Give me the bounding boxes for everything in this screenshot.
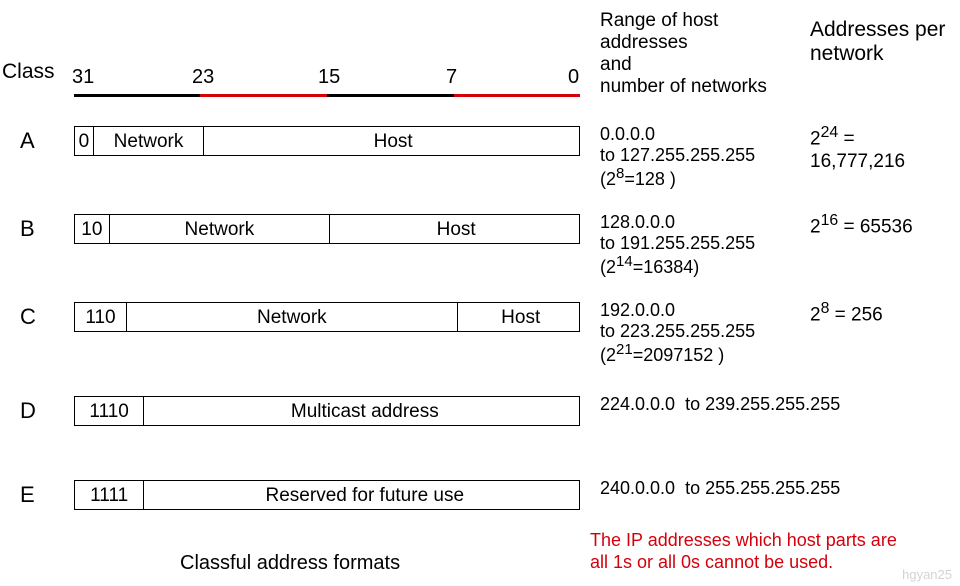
word-segment: Network — [127, 303, 458, 331]
address-word: 10NetworkHost — [74, 214, 580, 244]
class-letter: A — [20, 128, 35, 154]
bit-tick: 23 — [192, 66, 214, 89]
word-segment: Multicast address — [144, 397, 585, 425]
addresses-per-network: 224 =16,777,216 — [810, 124, 905, 174]
word-segment: 10 — [75, 215, 110, 243]
class-letter: B — [20, 216, 35, 242]
class-column-header: Class — [2, 60, 55, 84]
scale-segment — [454, 94, 580, 97]
range-text: 192.0.0.0to 223.255.255.255(221=2097152 … — [600, 300, 755, 366]
word-segment: 1110 — [75, 397, 144, 425]
bit-tick: 15 — [318, 66, 340, 89]
range-column-header: Range of hostaddressesandnumber of netwo… — [600, 10, 767, 97]
class-letter: E — [20, 482, 35, 508]
diagram-caption: Classful address formats — [180, 552, 400, 575]
word-segment: 1111 — [75, 481, 144, 509]
addresses-per-network: 216 = 65536 — [810, 212, 913, 239]
word-segment: Network — [94, 127, 204, 155]
addresses-column-header: Addresses pernetwork — [810, 18, 945, 66]
word-segment: Network — [110, 215, 331, 243]
address-word: 110NetworkHost — [74, 302, 580, 332]
watermark: hgyan25 — [902, 567, 952, 582]
address-word: 0NetworkHost — [74, 126, 580, 156]
classful-address-diagram: Class Range of hostaddressesandnumber of… — [0, 0, 960, 586]
range-text: 0.0.0.0to 127.255.255.255(28=128 ) — [600, 124, 755, 190]
address-word: 1111Reserved for future use — [74, 480, 580, 510]
footnote: The IP addresses which host parts areall… — [590, 530, 897, 573]
bit-tick: 0 — [568, 66, 579, 89]
range-text: 240.0.0.0 to 255.255.255.255 — [600, 478, 840, 499]
word-segment: Host — [330, 215, 582, 243]
scale-segment — [327, 94, 454, 97]
bit-scale: 31 23 15 7 0 — [74, 66, 580, 100]
scale-segment — [74, 94, 200, 97]
bit-tick: 7 — [446, 66, 457, 89]
bit-tick: 31 — [72, 66, 94, 89]
word-segment: Host — [204, 127, 582, 155]
word-segment: 110 — [75, 303, 127, 331]
word-segment: Host — [458, 303, 584, 331]
address-word: 1110Multicast address — [74, 396, 580, 426]
range-text: 128.0.0.0to 191.255.255.255(214=16384) — [600, 212, 755, 278]
scale-segment — [200, 94, 327, 97]
class-letter: D — [20, 398, 36, 424]
word-segment: 0 — [75, 127, 94, 155]
addresses-per-network: 28 = 256 — [810, 300, 883, 327]
class-letter: C — [20, 304, 36, 330]
range-text: 224.0.0.0 to 239.255.255.255 — [600, 394, 840, 415]
word-segment: Reserved for future use — [144, 481, 585, 509]
